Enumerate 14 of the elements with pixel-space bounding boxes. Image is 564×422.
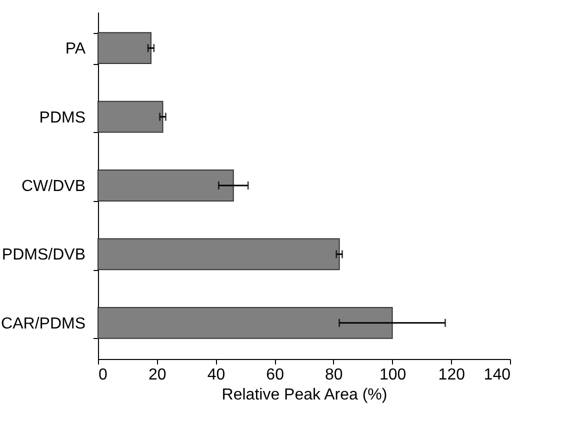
- x-tick-label: 100: [379, 366, 406, 384]
- y-tick-label: PDMS: [39, 109, 86, 126]
- y-tick-label: CW/DVB: [22, 178, 86, 195]
- x-tick-label: 140: [484, 366, 511, 384]
- x-tick-label: 0: [98, 366, 108, 384]
- x-tick-label: 20: [148, 366, 166, 384]
- x-tick-label: 80: [325, 366, 343, 384]
- x-axis-title: Relative Peak Area (%): [222, 386, 388, 404]
- y-tick-label: PDMS/DVB: [2, 246, 86, 264]
- x-tick-label: 40: [207, 366, 226, 384]
- y-tick-label: CAR/PDMS: [1, 315, 86, 332]
- y-tick-label: PA: [65, 40, 86, 58]
- x-tick-label: 60: [266, 366, 284, 384]
- x-tick-label: 120: [438, 366, 466, 384]
